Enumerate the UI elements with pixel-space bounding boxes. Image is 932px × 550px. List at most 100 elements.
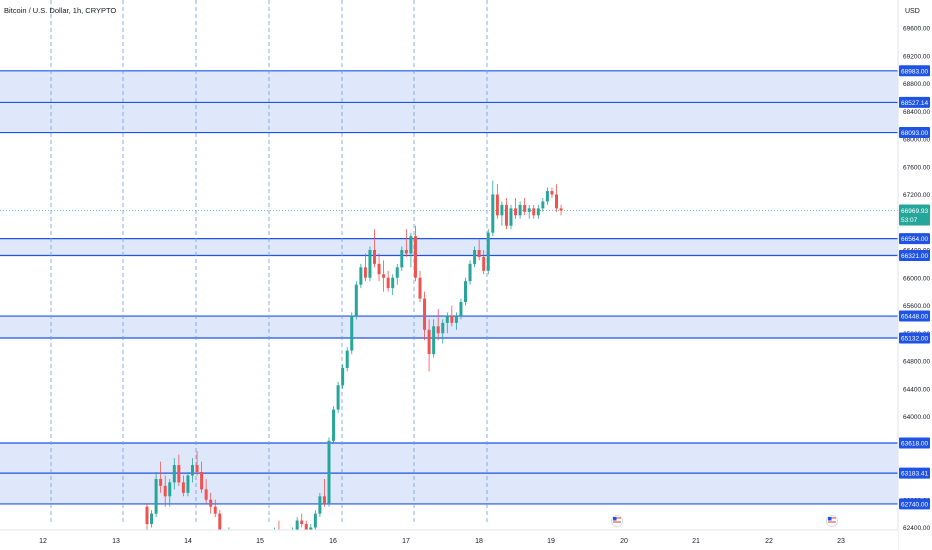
candle <box>418 270 422 303</box>
candle <box>454 312 458 330</box>
candle <box>555 184 558 212</box>
candle <box>432 319 436 358</box>
candle <box>191 458 194 483</box>
price-axis[interactable]: USD 69600.00 69200.00 68800.00 68400.00 68000… <box>897 0 932 550</box>
candle <box>559 204 563 216</box>
candle <box>550 187 554 198</box>
zone-price-badge-bg <box>899 498 930 510</box>
candle-body <box>541 201 545 209</box>
candle-body <box>168 482 172 497</box>
zone-price-badge-bg <box>899 233 930 245</box>
candle-body <box>464 281 467 303</box>
zone-price-label: 65132.00 <box>901 335 928 342</box>
candle <box>486 229 490 275</box>
candle <box>382 260 386 292</box>
candle-body <box>436 326 440 334</box>
zone-fill <box>0 316 898 338</box>
candle-body <box>468 263 472 282</box>
candle <box>523 197 527 216</box>
zone-price-label: 68527.14 <box>901 100 928 107</box>
candle <box>504 197 508 230</box>
candle-body <box>145 506 149 525</box>
candle-body <box>191 465 194 476</box>
candle <box>395 263 399 285</box>
candle-body <box>195 465 199 472</box>
candle <box>204 478 208 504</box>
zone-price-label: 66321.00 <box>901 253 928 260</box>
candle <box>186 472 190 497</box>
candle-body <box>295 520 299 531</box>
candle <box>491 180 495 237</box>
zone-fill <box>0 70 898 133</box>
candles-layer <box>145 180 563 550</box>
zone-price-badge: 65132.00 <box>899 332 930 344</box>
candle-body <box>413 236 417 278</box>
candle <box>509 204 513 230</box>
flag-stripe <box>613 519 621 521</box>
time-tick-label: 12 <box>39 538 47 545</box>
time-tick-label: 19 <box>547 538 555 545</box>
zone-fill <box>0 238 898 256</box>
candle <box>336 381 340 414</box>
zone-price-label: 63618.00 <box>901 441 928 448</box>
zone-price-badge: 66564.00 <box>899 233 930 245</box>
candle-body <box>354 284 358 316</box>
candle-body <box>186 475 190 493</box>
candle <box>168 478 172 507</box>
candle <box>391 274 395 296</box>
candle-body <box>382 274 386 278</box>
candle <box>213 499 217 518</box>
candle-body <box>427 329 431 355</box>
candle-body <box>495 194 499 216</box>
zone-price-label: 66564.00 <box>901 236 928 243</box>
candle-body <box>159 478 163 486</box>
grid-layer <box>0 0 898 522</box>
time-axis[interactable]: 12 13 14 15 16 17 18 19 20 21 22 23 <box>0 515 898 550</box>
candle-body <box>418 277 422 299</box>
zone-price-badge: 68093.00 <box>899 127 930 139</box>
candle-body <box>518 204 522 216</box>
zone-price-badge: 66321.00 <box>899 249 930 261</box>
time-tick-label: 13 <box>112 538 120 545</box>
candle-body <box>473 250 477 264</box>
zone-price-label: 68983.00 <box>901 68 928 75</box>
candle-body <box>359 267 363 285</box>
candle <box>368 246 372 282</box>
candle <box>518 201 522 219</box>
candle <box>209 492 213 514</box>
candle-body <box>491 194 495 233</box>
zone-price-badge-bg <box>899 127 930 139</box>
candle-body <box>200 472 204 490</box>
candle <box>545 187 549 205</box>
candle-body <box>555 194 558 209</box>
candle <box>373 229 376 268</box>
candle <box>377 253 381 282</box>
candle <box>400 246 404 271</box>
candle <box>532 204 536 219</box>
candle-body <box>209 499 213 507</box>
price-tick-label: 68000.00 <box>903 137 930 144</box>
candle-body <box>313 513 317 528</box>
price-tick-label: 69600.00 <box>903 26 930 33</box>
candle <box>386 270 390 292</box>
candle-body <box>172 465 176 483</box>
us-flag-icon <box>611 515 623 527</box>
candle <box>313 510 317 531</box>
candle-body <box>368 250 372 278</box>
candle <box>354 281 358 320</box>
candle-body <box>423 298 427 330</box>
candle <box>495 184 499 219</box>
candle-body <box>377 263 381 275</box>
candle-body <box>181 482 185 493</box>
symbol-title: Bitcoin / U.S. Dollar, 1h, CRYPTO <box>4 6 116 15</box>
candle-body <box>454 315 458 323</box>
candle-body <box>363 267 367 278</box>
candle-body <box>332 409 336 441</box>
zone-price-label: 65448.00 <box>901 314 928 321</box>
zone-price-badge-bg <box>899 332 930 344</box>
candle <box>159 461 163 493</box>
countdown-label: 53:07 <box>901 217 918 224</box>
candle <box>345 347 349 372</box>
